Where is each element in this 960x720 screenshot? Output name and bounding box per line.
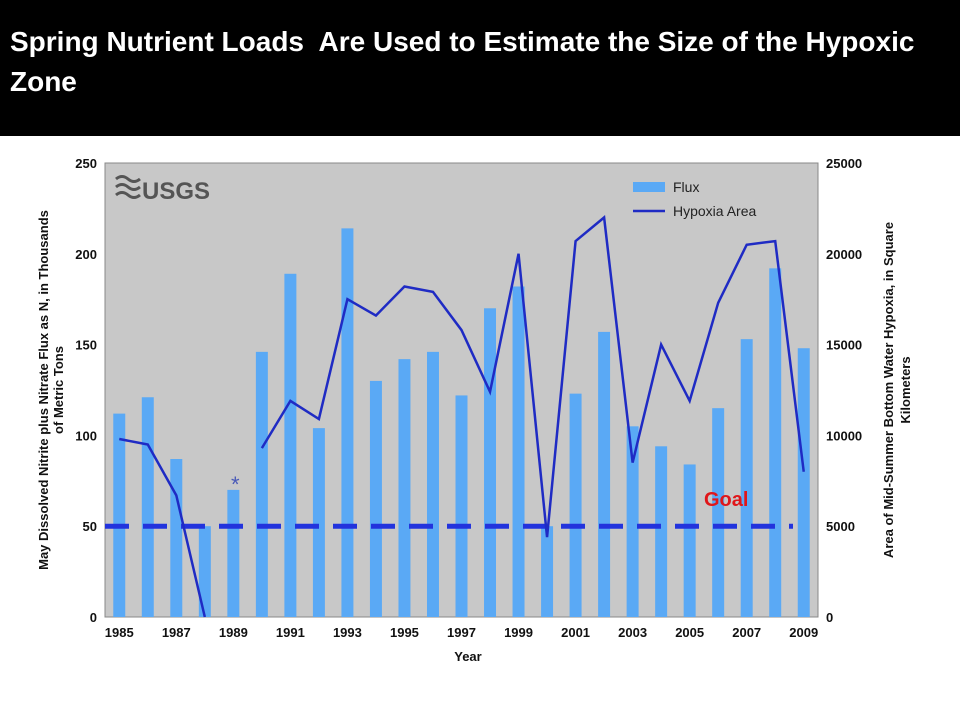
hypoxia-line-segment bbox=[119, 437, 207, 618]
flux-bar bbox=[569, 393, 582, 617]
flux-bar bbox=[455, 395, 468, 617]
x-tick-label: 1985 bbox=[105, 625, 134, 640]
left-y-tick-label: 250 bbox=[75, 156, 97, 171]
flux-bar bbox=[141, 397, 154, 617]
y2-axis-title-line1: Area of Mid-Summer Bottom Water Hypoxia,… bbox=[881, 222, 896, 558]
flux-bar bbox=[512, 286, 525, 617]
x-ticks: 1985 1987 1989 1991 1993 1995 1997 1999 2001 2003… bbox=[105, 625, 818, 640]
slide-title: Spring Nutrient Loads Are Used to Estima… bbox=[10, 26, 923, 97]
hypoxia-line bbox=[119, 215, 805, 618]
flux-bar bbox=[255, 351, 268, 617]
chart: 0 50 100 150 200 250 0 5000 10000 15000 20000 2500… bbox=[36, 156, 913, 664]
flux-bars bbox=[113, 228, 810, 617]
right-y-ticks: 0 5000 10000 15000 20000 25000 bbox=[826, 156, 862, 625]
right-y-tick-label: 20000 bbox=[826, 247, 862, 262]
flux-bar bbox=[655, 446, 668, 617]
flux-bar bbox=[113, 413, 126, 617]
left-y-tick-label: 200 bbox=[75, 247, 97, 262]
title-bar: Spring Nutrient Loads Are Used to Estima… bbox=[0, 0, 960, 136]
goal-label: Goal bbox=[704, 489, 748, 511]
left-y-tick-label: 100 bbox=[75, 428, 97, 443]
left-y-tick-label: 150 bbox=[75, 338, 97, 353]
flux-bar bbox=[369, 380, 382, 617]
x-tick-label: 2009 bbox=[789, 625, 818, 640]
usgs-logo-icon bbox=[115, 175, 141, 199]
left-y-ticks: 0 50 100 150 200 250 bbox=[75, 156, 97, 625]
y2-axis-title-line2: Kilometers bbox=[898, 356, 913, 423]
x-axis-title: Year bbox=[454, 649, 481, 664]
x-tick-label: 1991 bbox=[276, 625, 305, 640]
x-tick-label: 1999 bbox=[504, 625, 533, 640]
usgs-logo: USGS bbox=[115, 175, 210, 205]
x-tick-label: 1993 bbox=[333, 625, 362, 640]
x-tick-label: 1987 bbox=[162, 625, 191, 640]
legend-flux-label: Flux bbox=[673, 179, 699, 195]
flux-bar bbox=[198, 526, 211, 617]
flux-bar bbox=[769, 268, 782, 617]
flux-bar bbox=[598, 331, 611, 617]
x-tick-label: 2005 bbox=[675, 625, 704, 640]
flux-bar bbox=[341, 228, 354, 617]
right-y-tick-label: 10000 bbox=[826, 428, 862, 443]
hypoxia-line-segment bbox=[260, 215, 805, 538]
x-tick-label: 1997 bbox=[447, 625, 476, 640]
flux-bar bbox=[170, 459, 183, 617]
right-y-tick-label: 5000 bbox=[826, 519, 855, 534]
flux-bar bbox=[227, 489, 240, 617]
right-y-tick-label: 15000 bbox=[826, 338, 862, 353]
flux-bar bbox=[683, 464, 696, 617]
flux-bar bbox=[312, 428, 325, 617]
x-tick-label: 1989 bbox=[219, 625, 248, 640]
flux-bar bbox=[626, 426, 639, 617]
flux-bar bbox=[740, 339, 753, 617]
flux-bar bbox=[712, 408, 725, 617]
flux-bar bbox=[797, 348, 810, 617]
y-axis-title-line2: of Metric Tons bbox=[51, 346, 66, 434]
legend-hypoxia-label: Hypoxia Area bbox=[673, 203, 756, 219]
left-y-tick-label: 50 bbox=[83, 519, 97, 534]
legend: Flux Hypoxia Area bbox=[633, 179, 756, 219]
flux-bar bbox=[426, 351, 439, 617]
y-axis-title-line1: May Dissolved Nitrite plus Nitrate Flux … bbox=[36, 210, 51, 570]
flux-bar bbox=[398, 359, 411, 617]
x-tick-label: 2001 bbox=[561, 625, 590, 640]
right-y-tick-label: 25000 bbox=[826, 156, 862, 171]
legend-flux-swatch bbox=[633, 182, 665, 192]
flux-bar bbox=[484, 308, 497, 617]
usgs-logo-text: USGS bbox=[142, 178, 210, 205]
x-tick-label: 2007 bbox=[732, 625, 761, 640]
right-y-tick-label: 0 bbox=[826, 610, 833, 625]
x-tick-label: 1995 bbox=[390, 625, 419, 640]
left-y-tick-label: 0 bbox=[90, 610, 97, 625]
flux-bar bbox=[284, 273, 297, 617]
flux-bar bbox=[541, 526, 554, 617]
asterisk-annotation: * bbox=[231, 472, 240, 497]
x-tick-label: 2003 bbox=[618, 625, 647, 640]
